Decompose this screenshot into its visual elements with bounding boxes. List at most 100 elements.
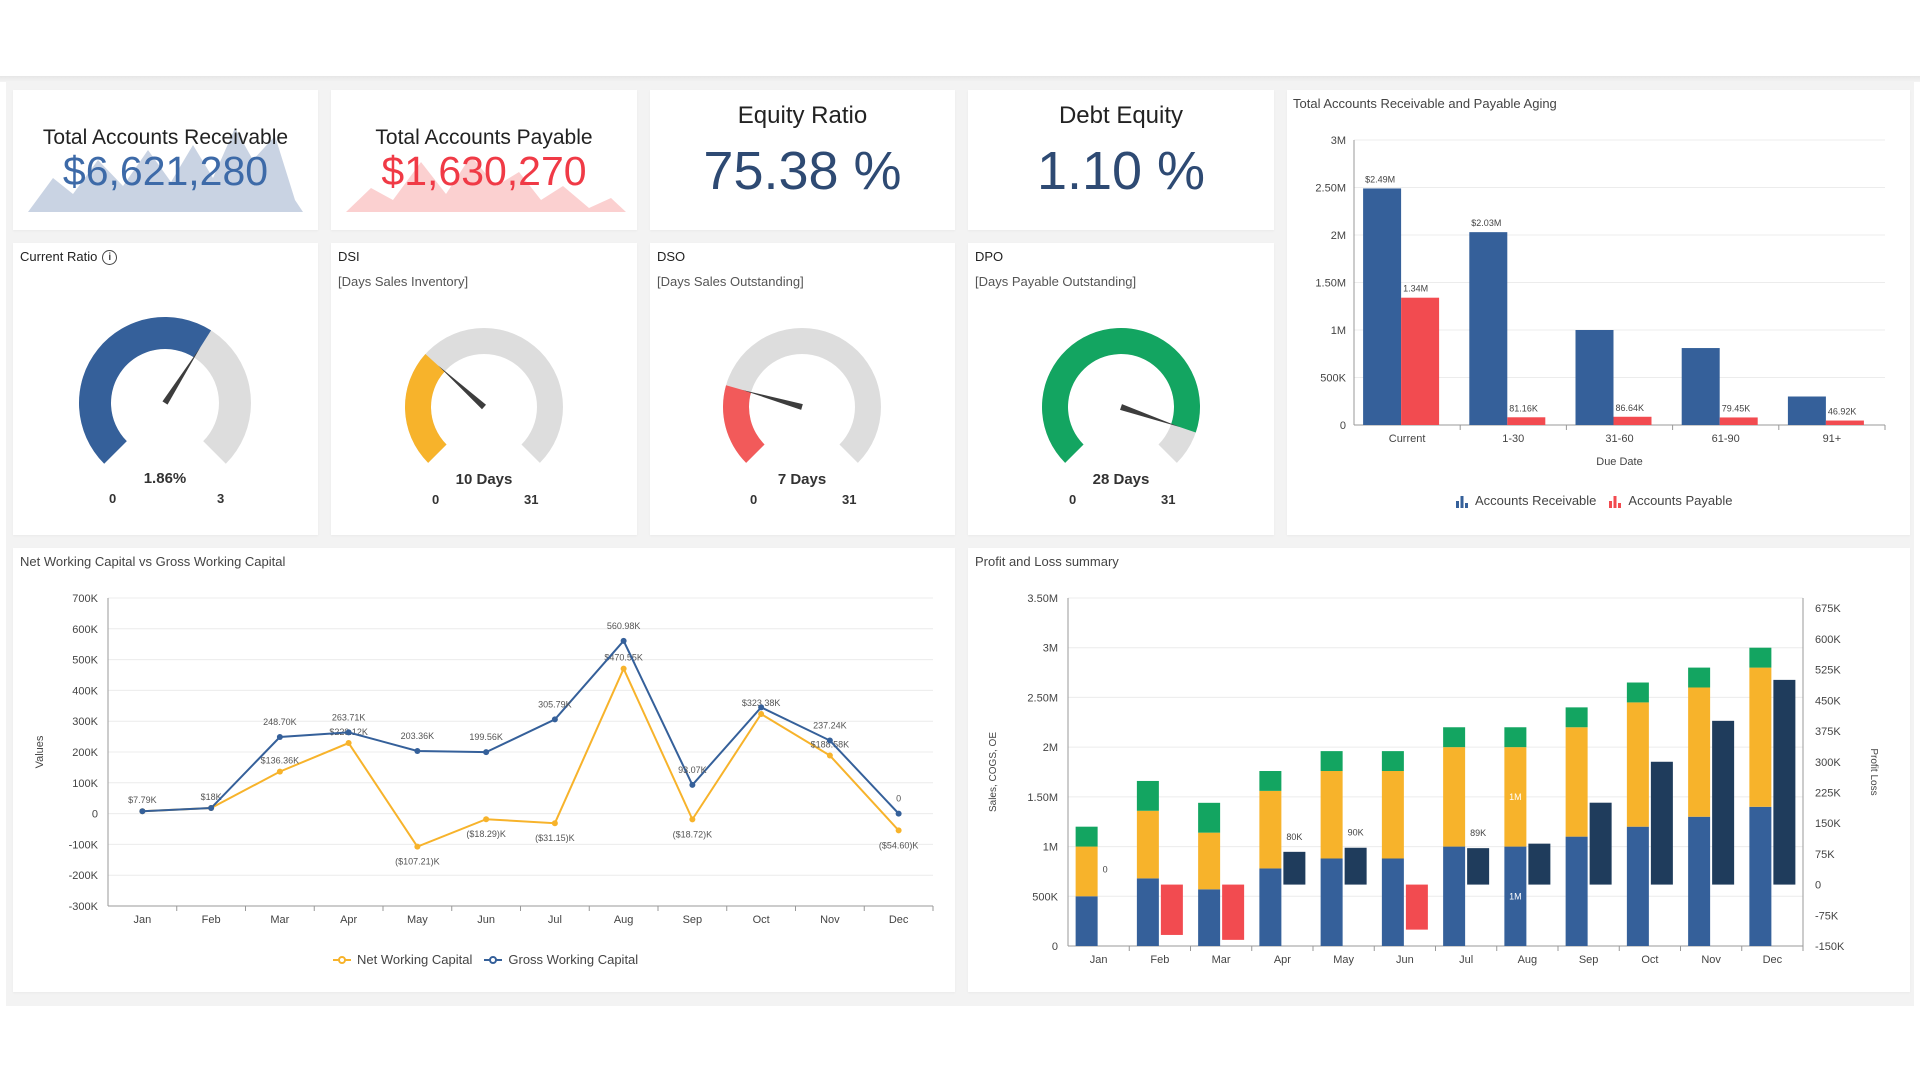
y-tick-label: -200K [69, 870, 99, 882]
kpi-card-equity-ratio[interactable]: Equity Ratio 75.38 % [650, 90, 955, 230]
gauge-max: 31 [1161, 492, 1176, 507]
info-icon[interactable]: i [102, 250, 118, 266]
gauge-card-dso[interactable]: DSO [Days Sales Outstanding] 7 Days 0 31 [650, 243, 955, 535]
y-tick-label: 300K [72, 716, 98, 728]
legend-item-receivable[interactable]: Accounts Receivable [1455, 493, 1596, 508]
bar-sales [1136, 878, 1159, 946]
bar-profit-loss [1283, 851, 1306, 885]
bar-accounts-receivable [1681, 348, 1720, 425]
data-point [345, 729, 352, 736]
x-tick-label: Nov [820, 914, 840, 926]
nwc-legend: Net Working Capital Gross Working Capita… [333, 952, 638, 967]
y-tick-label: -300K [69, 901, 99, 913]
gauge-dsi [405, 328, 563, 463]
gauge-value: 7 Days [777, 471, 827, 488]
y-tick-label: 500K [1032, 891, 1058, 903]
working-capital-chart: 700K 600K 500K 400K 300K 200K 100K 0 -100K -200K -… [34, 593, 934, 926]
gauge-track [405, 328, 563, 463]
legend-item-payable[interactable]: Accounts Payable [1608, 493, 1732, 508]
bar-oe [1443, 727, 1466, 748]
gauge-fill [1042, 328, 1200, 463]
bar-sales [1198, 889, 1221, 946]
data-label: 199.56K [469, 732, 503, 742]
bar-sales [1075, 896, 1098, 946]
data-point [826, 752, 833, 759]
kpi-card-debt-equity[interactable]: Debt Equity 1.10 % [968, 90, 1274, 230]
legend-item-net[interactable]: Net Working Capital [333, 952, 472, 967]
x-tick-label: Nov [1701, 954, 1721, 966]
chart-card-profit-loss[interactable]: Profit and Loss summary 0 500K 1M 1.50M 2M 2.… [968, 548, 1910, 992]
x-tick-label: Feb [202, 914, 221, 926]
x-tick-label: Aug [1518, 954, 1538, 966]
x-tick-label: Sep [1579, 954, 1599, 966]
y-tick-label: 2.50M [1027, 692, 1058, 704]
gauge-min: 0 [1069, 492, 1077, 507]
y-tick-label: 100K [72, 778, 98, 790]
kpi-title: Total Accounts Receivable [42, 126, 289, 149]
data-label: 90K [1348, 828, 1364, 838]
data-point [689, 816, 696, 823]
data-label: ($54.60)K [879, 840, 919, 850]
data-label: 0 [1103, 865, 1108, 875]
data-label: $323.38K [742, 698, 781, 708]
bar-sales [1504, 846, 1527, 946]
y2-tick-label: -150K [1815, 941, 1845, 953]
bar-profit-loss [1467, 848, 1490, 885]
gauge-dpo [1042, 328, 1200, 463]
y2-tick-label: 675K [1815, 603, 1841, 615]
gauge-title: DSI [338, 249, 360, 264]
chart-card-aging[interactable]: Total Accounts Receivable and Payable Ag… [1287, 90, 1910, 535]
bar-cogs [1136, 810, 1159, 879]
bar-oe [1259, 771, 1282, 791]
data-point [758, 710, 765, 717]
bar-profit-loss [1405, 884, 1428, 930]
x-axis-title: Due Date [1596, 456, 1642, 468]
bar-oe [1320, 751, 1343, 772]
gauge-card-current-ratio[interactable]: Current Ratio i 1.86% 0 3 [13, 243, 318, 535]
y-tick-label: 3M [1043, 643, 1058, 655]
gauge-current-ratio [79, 317, 252, 464]
y-tick-label: 0 [92, 809, 98, 821]
x-tick-label: Jan [134, 914, 152, 926]
gauge-fill [405, 354, 447, 463]
data-label: ($18.29)K [466, 829, 506, 839]
bar-cogs [1075, 846, 1098, 897]
bar-sales [1381, 858, 1404, 946]
x-tick-label: Dec [1763, 954, 1783, 966]
y2-tick-label: 375K [1815, 726, 1841, 738]
x-tick-label: Dec [889, 914, 909, 926]
y-tick-label: 1.50M [1315, 278, 1346, 290]
data-label: $2.03M [1471, 218, 1501, 228]
kpi-card-payable[interactable]: Total Accounts Payable $1,630,270 [331, 90, 637, 230]
x-tick-label: Jun [477, 914, 495, 926]
kpi-value: $6,621,280 [62, 148, 269, 194]
y-tick-label: 400K [72, 685, 98, 697]
legend-item-gross[interactable]: Gross Working Capital [484, 952, 638, 967]
profit-loss-chart: 0 500K 1M 1.50M 2M 2.50M 3M 3.50M -150K -75K 0 75K 1… [988, 593, 1879, 966]
gauge-title: DPO [975, 249, 1004, 264]
gauge-subtitle: [Days Payable Outstanding] [975, 274, 1137, 289]
gauge-card-dsi[interactable]: DSI [Days Sales Inventory] 10 Days 0 31 [331, 243, 637, 535]
bar-chart-icon [1456, 495, 1468, 508]
y2-tick-label: 225K [1815, 787, 1841, 799]
kpi-card-receivable[interactable]: Total Accounts Receivable $6,621,280 [13, 90, 318, 230]
bar-oe [1749, 647, 1772, 668]
data-label: 93.07K [678, 765, 707, 775]
gauge-card-dpo[interactable]: DPO [Days Payable Outstanding] 28 Days 0… [968, 243, 1274, 535]
data-label: $470.55K [604, 653, 643, 663]
bar-cogs [1626, 702, 1649, 827]
aging-chart: 0 500K 1M 1.50M 2M 2.50M 3M Current $2.49M 1.34M 1… [1315, 135, 1886, 468]
x-tick-label: Mar [1212, 954, 1231, 966]
gauge-max: 31 [842, 492, 857, 507]
bar-cogs [1749, 667, 1772, 807]
bar-oe [1381, 751, 1404, 772]
y-axis-title: Sales, COGS, OE [988, 732, 999, 812]
chart-card-working-capital[interactable]: Net Working Capital vs Gross Working Cap… [13, 548, 955, 992]
series-line-gross-working-capital [142, 639, 900, 815]
x-tick-label: Apr [340, 914, 357, 926]
gauge-subtitle: [Days Sales Inventory] [338, 274, 469, 289]
bar-sales [1688, 816, 1711, 946]
bar-profit-loss [1650, 761, 1673, 885]
y2-tick-label: 150K [1815, 818, 1841, 830]
bar-profit-loss [1528, 843, 1551, 885]
